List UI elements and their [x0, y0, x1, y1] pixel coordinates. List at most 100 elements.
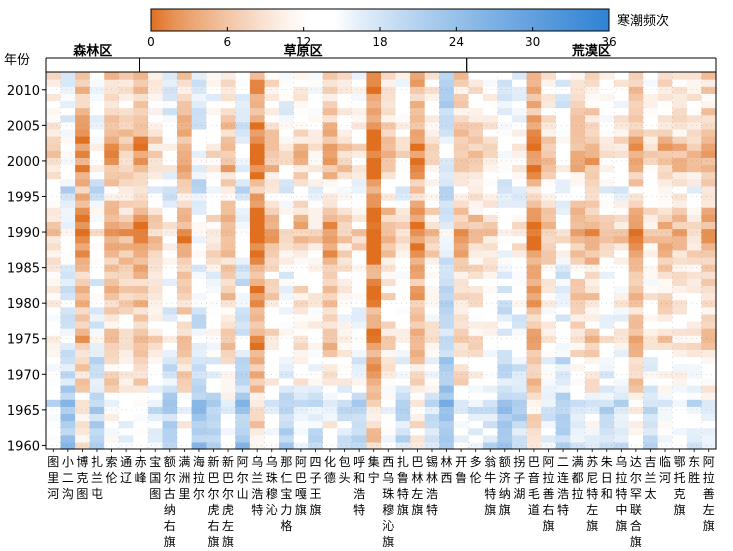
- heatmap-cell: [147, 413, 164, 422]
- heatmap-cell: [599, 335, 615, 343]
- heatmap-cell: [628, 335, 644, 343]
- heatmap-cell: [308, 100, 324, 109]
- heatmap-cell: [643, 377, 659, 386]
- station-label: 吉兰太: [644, 455, 656, 501]
- heatmap-cell: [60, 292, 76, 301]
- heatmap-cell: [701, 278, 717, 286]
- heatmap-cell: [220, 271, 236, 279]
- heatmap-cell: [410, 278, 426, 286]
- heatmap-cell: [541, 434, 557, 443]
- heatmap-cell: [249, 256, 266, 265]
- heatmap-cell: [410, 214, 426, 222]
- heatmap-cell: [381, 185, 397, 194]
- heatmap-cell: [584, 427, 601, 436]
- heatmap-cell: [555, 370, 571, 379]
- heatmap-cell: [46, 392, 62, 400]
- heatmap-cell: [468, 328, 484, 336]
- heatmap-cell: [220, 192, 236, 201]
- heatmap-cell: [293, 171, 309, 180]
- heatmap-cell: [497, 264, 513, 272]
- heatmap-cell: [308, 342, 324, 351]
- heatmap-cell: [322, 200, 338, 208]
- heatmap-cell: [337, 86, 353, 94]
- heatmap-cell: [643, 100, 659, 109]
- heatmap-cell: [147, 178, 164, 187]
- heatmap-cell: [628, 192, 644, 201]
- heatmap-cell: [497, 363, 513, 372]
- heatmap-cell: [439, 235, 455, 244]
- heatmap-cell: [351, 342, 368, 351]
- heatmap-cell: [482, 356, 499, 365]
- heatmap-cell: [643, 200, 659, 208]
- heatmap-cell: [104, 328, 120, 336]
- heatmap-cell: [614, 441, 630, 450]
- heatmap-cell: [628, 441, 644, 450]
- heatmap-cell: [555, 143, 571, 151]
- heatmap-cell: [104, 356, 120, 365]
- heatmap-cell: [366, 292, 382, 301]
- heatmap-cell: [293, 406, 309, 415]
- heatmap-cell: [628, 342, 644, 351]
- heatmap-cell: [497, 86, 513, 94]
- heatmap-cell: [555, 406, 571, 415]
- heatmap-cell: [599, 306, 615, 315]
- heatmap-cell: [643, 249, 659, 258]
- heatmap-cell: [701, 249, 717, 258]
- heatmap-cell: [512, 150, 528, 158]
- heatmap-cell: [570, 349, 586, 358]
- heatmap-cell: [206, 313, 222, 322]
- station-label: 西乌珠穆沁旗: [382, 455, 394, 547]
- heatmap-cell: [453, 342, 469, 351]
- heatmap-cell: [512, 72, 528, 80]
- heatmap-cell: [133, 349, 149, 358]
- heatmap-cell: [279, 100, 295, 109]
- heatmap-cell: [177, 214, 193, 222]
- region-label: 荒漠区: [571, 43, 611, 59]
- heatmap-cell: [249, 136, 266, 144]
- heatmap-cell: [424, 178, 440, 187]
- heatmap-cell: [162, 370, 178, 379]
- heatmap-cell: [133, 192, 149, 201]
- heatmap-cell: [366, 128, 382, 137]
- heatmap-cell: [672, 271, 688, 279]
- heatmap-cell: [555, 434, 571, 443]
- heatmap-cell: [657, 249, 673, 258]
- heatmap-cell: [366, 164, 382, 173]
- heatmap-cell: [512, 192, 528, 201]
- heatmap-cell: [395, 107, 411, 116]
- heatmap-cell: [337, 72, 353, 80]
- heatmap-cell: [497, 356, 513, 365]
- heatmap-cell: [614, 313, 630, 322]
- heatmap-cell: [177, 157, 193, 166]
- heatmap-cell: [497, 72, 513, 80]
- heatmap-cell: [497, 299, 513, 308]
- heatmap-cell: [424, 441, 440, 450]
- heatmap-cell: [118, 100, 134, 109]
- heatmap-cell: [439, 313, 455, 322]
- heatmap-cell: [512, 285, 528, 294]
- heatmap-cell: [308, 242, 324, 251]
- heatmap-cell: [322, 320, 338, 329]
- heatmap-cell: [191, 271, 207, 279]
- heatmap-cell: [526, 214, 542, 222]
- heatmap-cell: [395, 434, 411, 443]
- heatmap-cell: [584, 256, 601, 265]
- heatmap-cell: [206, 278, 222, 286]
- heatmap-cell: [249, 143, 266, 151]
- station-label: 集宁: [368, 454, 380, 485]
- heatmap-cell: [526, 192, 542, 201]
- heatmap-cell: [206, 79, 222, 87]
- heatmap-cell: [293, 249, 309, 258]
- heatmap-cell: [177, 107, 193, 116]
- heatmap-cell: [75, 406, 91, 415]
- heatmap-cell: [410, 271, 426, 279]
- heatmap-cell: [584, 271, 601, 279]
- heatmap-cell: [206, 320, 222, 329]
- heatmap-cell: [672, 320, 688, 329]
- heatmap-cell: [526, 221, 542, 230]
- heatmap-cell: [614, 157, 630, 166]
- station-label: 海拉尔: [193, 454, 205, 501]
- heatmap-cell: [526, 320, 542, 329]
- heatmap-cell: [468, 278, 484, 286]
- heatmap-cell: [628, 328, 644, 336]
